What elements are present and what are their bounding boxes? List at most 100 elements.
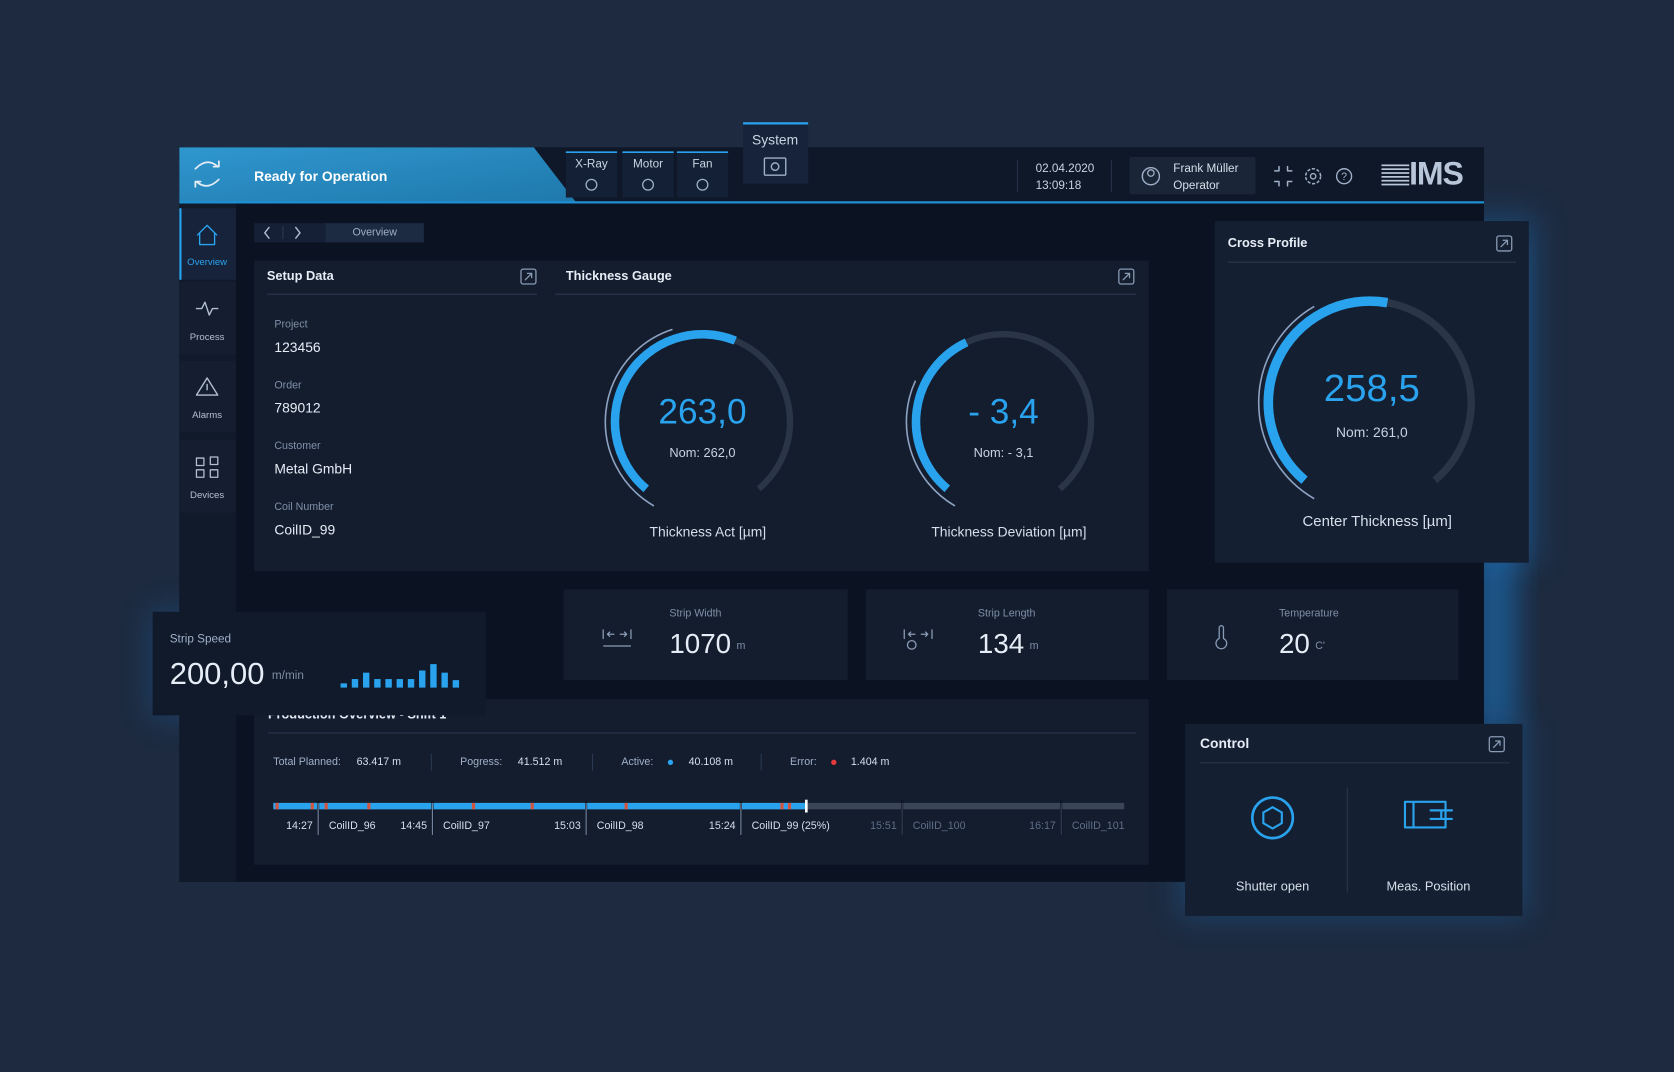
metric-value: 134 m (978, 628, 1039, 659)
settings-icon (1309, 172, 1317, 180)
nav-label: Devices (190, 490, 224, 501)
timeline-coil: CoilID_97 (443, 820, 490, 832)
metric-label: Strip Width (669, 608, 721, 620)
gauge-label: Center Thickness [µm] (1302, 513, 1451, 530)
metric-icon (602, 629, 632, 640)
expand-icon (1122, 272, 1131, 281)
expand-button[interactable] (1496, 235, 1513, 252)
strip-speed-number: 200,00 (170, 656, 265, 691)
tab-icon (585, 178, 598, 191)
user-name: Frank Müller (1173, 162, 1238, 175)
card-title: Setup Data (267, 268, 335, 283)
system-tab[interactable] (743, 122, 809, 184)
timeline-coil: CoilID_99 (25%) (752, 820, 830, 832)
gauge-range (1257, 305, 1315, 500)
timeline-time: 15:51 (870, 820, 897, 832)
tab-icon (642, 178, 655, 191)
gauge-nominal: Nom: 262,0 (669, 445, 735, 460)
metric-icon (906, 639, 917, 650)
gauge-fill (610, 329, 737, 493)
status-dot (831, 759, 837, 766)
date: 02.04.2020 (1036, 162, 1095, 175)
status-dot (667, 759, 674, 766)
gauge-value: 258,5 (1324, 367, 1420, 410)
system-icon (763, 157, 787, 176)
timeline-error (310, 802, 314, 810)
control-action[interactable]: Meas. Position (1386, 879, 1470, 894)
expand-button[interactable] (1118, 268, 1135, 285)
card-title: Thickness Gauge (566, 268, 672, 283)
metric-card (1166, 589, 1459, 681)
collapse-icon (1273, 165, 1293, 187)
timeline-error (780, 802, 784, 810)
gauge-range (604, 328, 673, 507)
user-box[interactable] (1129, 157, 1256, 195)
control-action[interactable]: Shutter open (1236, 879, 1309, 894)
stat-label: Pogress: (460, 756, 502, 768)
card-title: Control (1200, 735, 1249, 751)
shutter-icon (1262, 805, 1283, 830)
gauge-fill (911, 338, 969, 493)
timeline-progress (273, 802, 807, 810)
gauge-value: - 3,4 (968, 393, 1038, 432)
timeline-time: 14:45 (400, 820, 427, 832)
stat-value: 40.108 m (689, 756, 734, 768)
field-value: 123456 (274, 339, 321, 355)
tab-icon (696, 178, 709, 191)
timeline-time: 16:17 (1029, 820, 1056, 832)
metric-icon (903, 629, 933, 640)
metric-unit: C' (1315, 640, 1325, 652)
help-icon: ? (1341, 171, 1347, 183)
nav-label: Overview (187, 257, 227, 268)
sparkline-bar (374, 679, 381, 688)
status-icon (194, 160, 220, 170)
expand-icon (1492, 740, 1501, 749)
nav-icon (195, 456, 219, 478)
user-role: Operator (1173, 179, 1219, 192)
status-text: Ready for Operation (254, 168, 387, 184)
field-label: Customer (274, 440, 321, 452)
sparkline-bar (407, 679, 415, 688)
timeline-error (324, 802, 328, 810)
nav-item[interactable] (179, 439, 236, 513)
expand-button[interactable] (1488, 736, 1505, 753)
breadcrumb-current (325, 223, 424, 243)
metric-icon (1215, 625, 1228, 650)
nav-item[interactable] (179, 360, 236, 433)
strip-speed-unit: m/min (272, 669, 304, 682)
back-button (264, 226, 270, 239)
timeline-time: 15:24 (709, 820, 736, 832)
nav-item[interactable] (179, 281, 236, 355)
help-icon (1335, 168, 1353, 185)
logo-stripes (1381, 172, 1410, 174)
tab-label: System (752, 132, 798, 148)
timeline-coil: CoilID_98 (597, 820, 644, 832)
meas-position-icon (1403, 800, 1454, 829)
timeline-time: 14:27 (286, 820, 313, 832)
gauge-nominal: Nom: - 3,1 (974, 445, 1034, 460)
logo-stripes (1381, 183, 1410, 186)
user-icon (1141, 166, 1161, 186)
sparkline-bar (452, 680, 460, 688)
logo-stripes (1381, 164, 1410, 167)
expand-icon (524, 272, 533, 281)
metric-value: 1070 m (669, 628, 745, 659)
sparkline-bar (396, 679, 404, 688)
metric-unit: m (1030, 640, 1039, 652)
metric-unit: m (736, 640, 745, 652)
field-label: Coil Number (274, 501, 334, 513)
stat-label: Error: (790, 756, 817, 768)
nav-active-indicator (179, 208, 182, 280)
timeline-coil: CoilID_101 (1072, 820, 1125, 832)
metric-number: 20 (1279, 628, 1310, 659)
field-value: CoilID_99 (274, 521, 335, 537)
sparkline-bar (430, 664, 437, 688)
logo-stripes (1381, 179, 1410, 182)
expand-button[interactable] (520, 268, 537, 285)
tab-label: Motor (633, 158, 663, 171)
timeline-time: 15:03 (554, 820, 581, 832)
stat-value: 41.512 m (518, 756, 563, 768)
sparkline-bar (441, 672, 448, 688)
